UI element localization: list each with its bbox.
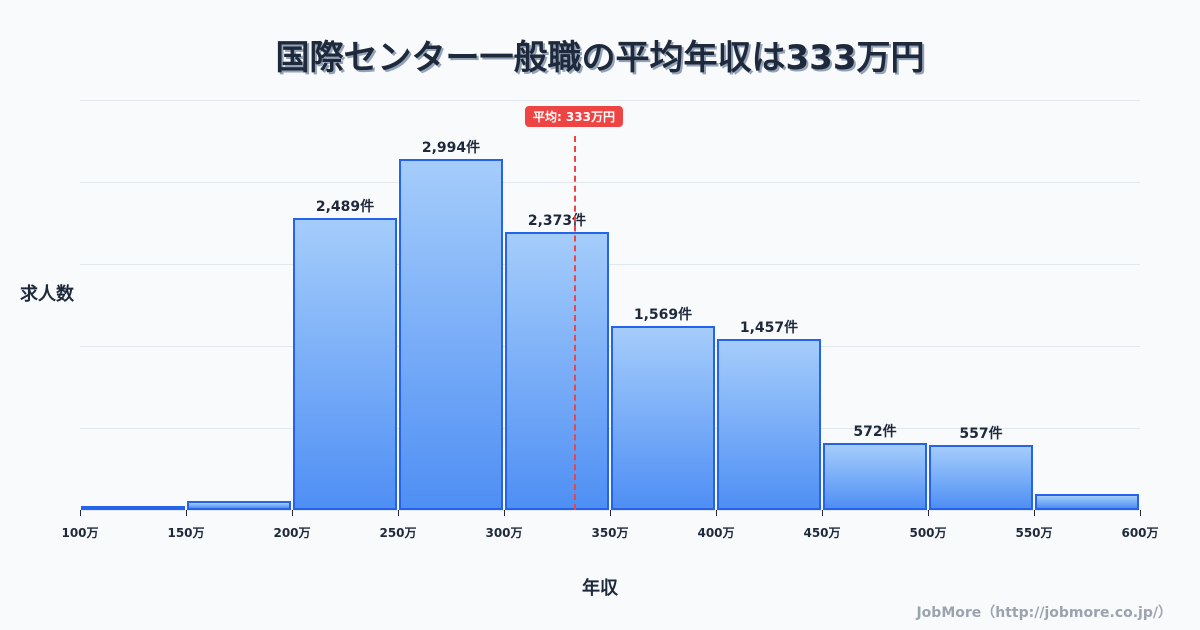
x-tick-label: 250万	[379, 526, 417, 540]
bar-value-label: 2,489件	[315, 199, 375, 216]
bar-value-label: 1,457件	[739, 320, 799, 337]
x-tick	[80, 510, 81, 516]
x-tick-label: 600万	[1121, 526, 1159, 540]
bar-value-label: 557件	[959, 425, 1003, 442]
x-tick	[1034, 510, 1035, 516]
average-badge: 平均: 333万円	[524, 106, 623, 127]
histogram-bar[interactable]	[611, 326, 715, 510]
x-tick	[504, 510, 505, 516]
bar-value-label: 572件	[853, 423, 897, 440]
x-tick-label: 150万	[167, 526, 205, 540]
x-tick-label: 550万	[1015, 526, 1053, 540]
histogram-bar[interactable]	[823, 443, 927, 510]
x-tick-label: 350万	[591, 526, 629, 540]
gridline	[80, 264, 1140, 265]
bar-value-label: 1,569件	[633, 307, 693, 324]
bar-value-label: 2,994件	[421, 140, 481, 157]
plot-area: 2,489件 2,994件 2,373件 1,569件 1,457件 572件 557件 10…	[61, 100, 1159, 540]
x-tick	[716, 510, 717, 516]
gridline	[80, 100, 1140, 101]
x-tick	[292, 510, 293, 516]
gridline	[80, 428, 1140, 429]
y-axis-label: 求人数	[20, 284, 74, 305]
bar-value-label: 2,373件	[527, 213, 587, 230]
x-tick-label: 300万	[485, 526, 523, 540]
source-credit: JobMore（http://jobmore.co.jp/）	[916, 605, 1172, 621]
x-tick	[186, 510, 187, 516]
x-tick-label: 450万	[803, 526, 841, 540]
histogram-bar[interactable]	[929, 444, 1033, 510]
gridline	[80, 182, 1140, 183]
histogram-bar[interactable]	[187, 500, 291, 510]
histogram-bar[interactable]	[717, 339, 821, 510]
x-tick	[1140, 510, 1141, 516]
x-tick-label: 200万	[273, 526, 311, 540]
histogram-bar[interactable]	[293, 218, 397, 510]
average-line	[573, 136, 576, 510]
x-axis-label: 年収	[582, 578, 618, 599]
x-tick-label: 400万	[697, 526, 735, 540]
x-tick-label: 500万	[909, 526, 947, 540]
x-tick	[398, 510, 399, 516]
histogram-bar[interactable]	[399, 159, 503, 510]
histogram-bar[interactable]	[505, 232, 609, 510]
x-tick	[928, 510, 929, 516]
histogram-bar[interactable]	[81, 506, 185, 510]
chart-title: 国際センター一般職の平均年収は333万円	[275, 38, 925, 78]
x-tick-label: 100万	[61, 526, 99, 540]
histogram-bar[interactable]	[1035, 493, 1139, 510]
x-tick	[610, 510, 611, 516]
x-tick	[822, 510, 823, 516]
gridline	[80, 346, 1140, 347]
